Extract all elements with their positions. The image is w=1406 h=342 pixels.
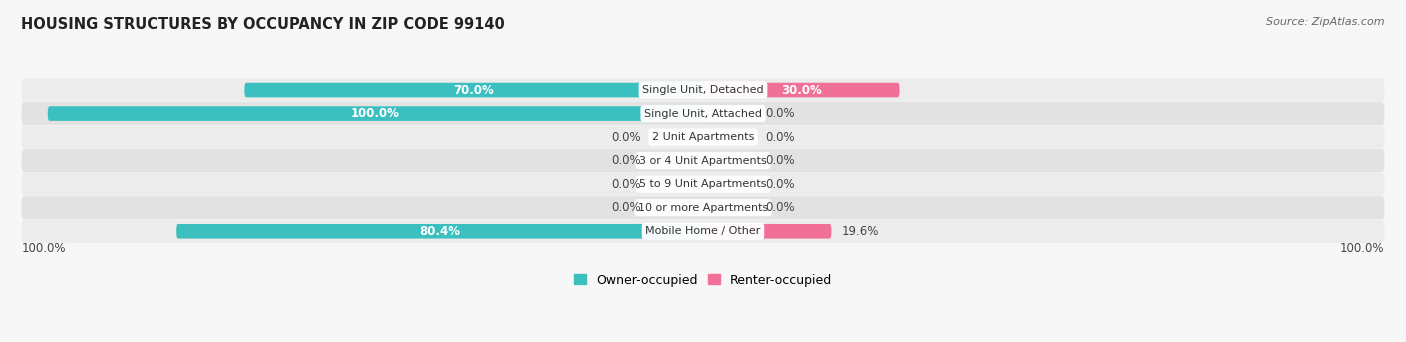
Text: 70.0%: 70.0% bbox=[453, 83, 494, 96]
FancyBboxPatch shape bbox=[21, 102, 1385, 125]
Text: 100.0%: 100.0% bbox=[1340, 242, 1385, 255]
Text: 80.4%: 80.4% bbox=[419, 225, 460, 238]
FancyBboxPatch shape bbox=[703, 224, 831, 239]
FancyBboxPatch shape bbox=[703, 106, 755, 121]
Text: Mobile Home / Other: Mobile Home / Other bbox=[645, 226, 761, 236]
Legend: Owner-occupied, Renter-occupied: Owner-occupied, Renter-occupied bbox=[568, 268, 838, 291]
FancyBboxPatch shape bbox=[651, 177, 703, 192]
FancyBboxPatch shape bbox=[703, 83, 900, 97]
Text: 0.0%: 0.0% bbox=[765, 154, 794, 167]
FancyBboxPatch shape bbox=[703, 200, 755, 215]
FancyBboxPatch shape bbox=[21, 126, 1385, 149]
Text: 2 Unit Apartments: 2 Unit Apartments bbox=[652, 132, 754, 142]
FancyBboxPatch shape bbox=[245, 83, 703, 97]
Text: 5 to 9 Unit Apartments: 5 to 9 Unit Apartments bbox=[640, 179, 766, 189]
FancyBboxPatch shape bbox=[176, 224, 703, 239]
Text: 19.6%: 19.6% bbox=[841, 225, 879, 238]
FancyBboxPatch shape bbox=[651, 200, 703, 215]
FancyBboxPatch shape bbox=[21, 196, 1385, 219]
Text: 10 or more Apartments: 10 or more Apartments bbox=[638, 203, 768, 213]
FancyBboxPatch shape bbox=[21, 220, 1385, 243]
Text: 0.0%: 0.0% bbox=[612, 131, 641, 144]
FancyBboxPatch shape bbox=[21, 173, 1385, 196]
Text: Single Unit, Attached: Single Unit, Attached bbox=[644, 109, 762, 119]
Text: Single Unit, Detached: Single Unit, Detached bbox=[643, 85, 763, 95]
FancyBboxPatch shape bbox=[703, 130, 755, 144]
Text: 0.0%: 0.0% bbox=[765, 107, 794, 120]
FancyBboxPatch shape bbox=[48, 106, 703, 121]
Text: 100.0%: 100.0% bbox=[21, 242, 66, 255]
FancyBboxPatch shape bbox=[703, 153, 755, 168]
Text: 3 or 4 Unit Apartments: 3 or 4 Unit Apartments bbox=[640, 156, 766, 166]
Text: 0.0%: 0.0% bbox=[612, 154, 641, 167]
FancyBboxPatch shape bbox=[703, 177, 755, 192]
FancyBboxPatch shape bbox=[651, 130, 703, 144]
FancyBboxPatch shape bbox=[21, 79, 1385, 102]
FancyBboxPatch shape bbox=[651, 153, 703, 168]
Text: 0.0%: 0.0% bbox=[612, 178, 641, 191]
Text: 0.0%: 0.0% bbox=[765, 178, 794, 191]
Text: Source: ZipAtlas.com: Source: ZipAtlas.com bbox=[1267, 17, 1385, 27]
Text: 30.0%: 30.0% bbox=[780, 83, 821, 96]
Text: HOUSING STRUCTURES BY OCCUPANCY IN ZIP CODE 99140: HOUSING STRUCTURES BY OCCUPANCY IN ZIP C… bbox=[21, 17, 505, 32]
Text: 0.0%: 0.0% bbox=[612, 201, 641, 214]
Text: 100.0%: 100.0% bbox=[352, 107, 399, 120]
FancyBboxPatch shape bbox=[21, 149, 1385, 172]
Text: 0.0%: 0.0% bbox=[765, 201, 794, 214]
Text: 0.0%: 0.0% bbox=[765, 131, 794, 144]
